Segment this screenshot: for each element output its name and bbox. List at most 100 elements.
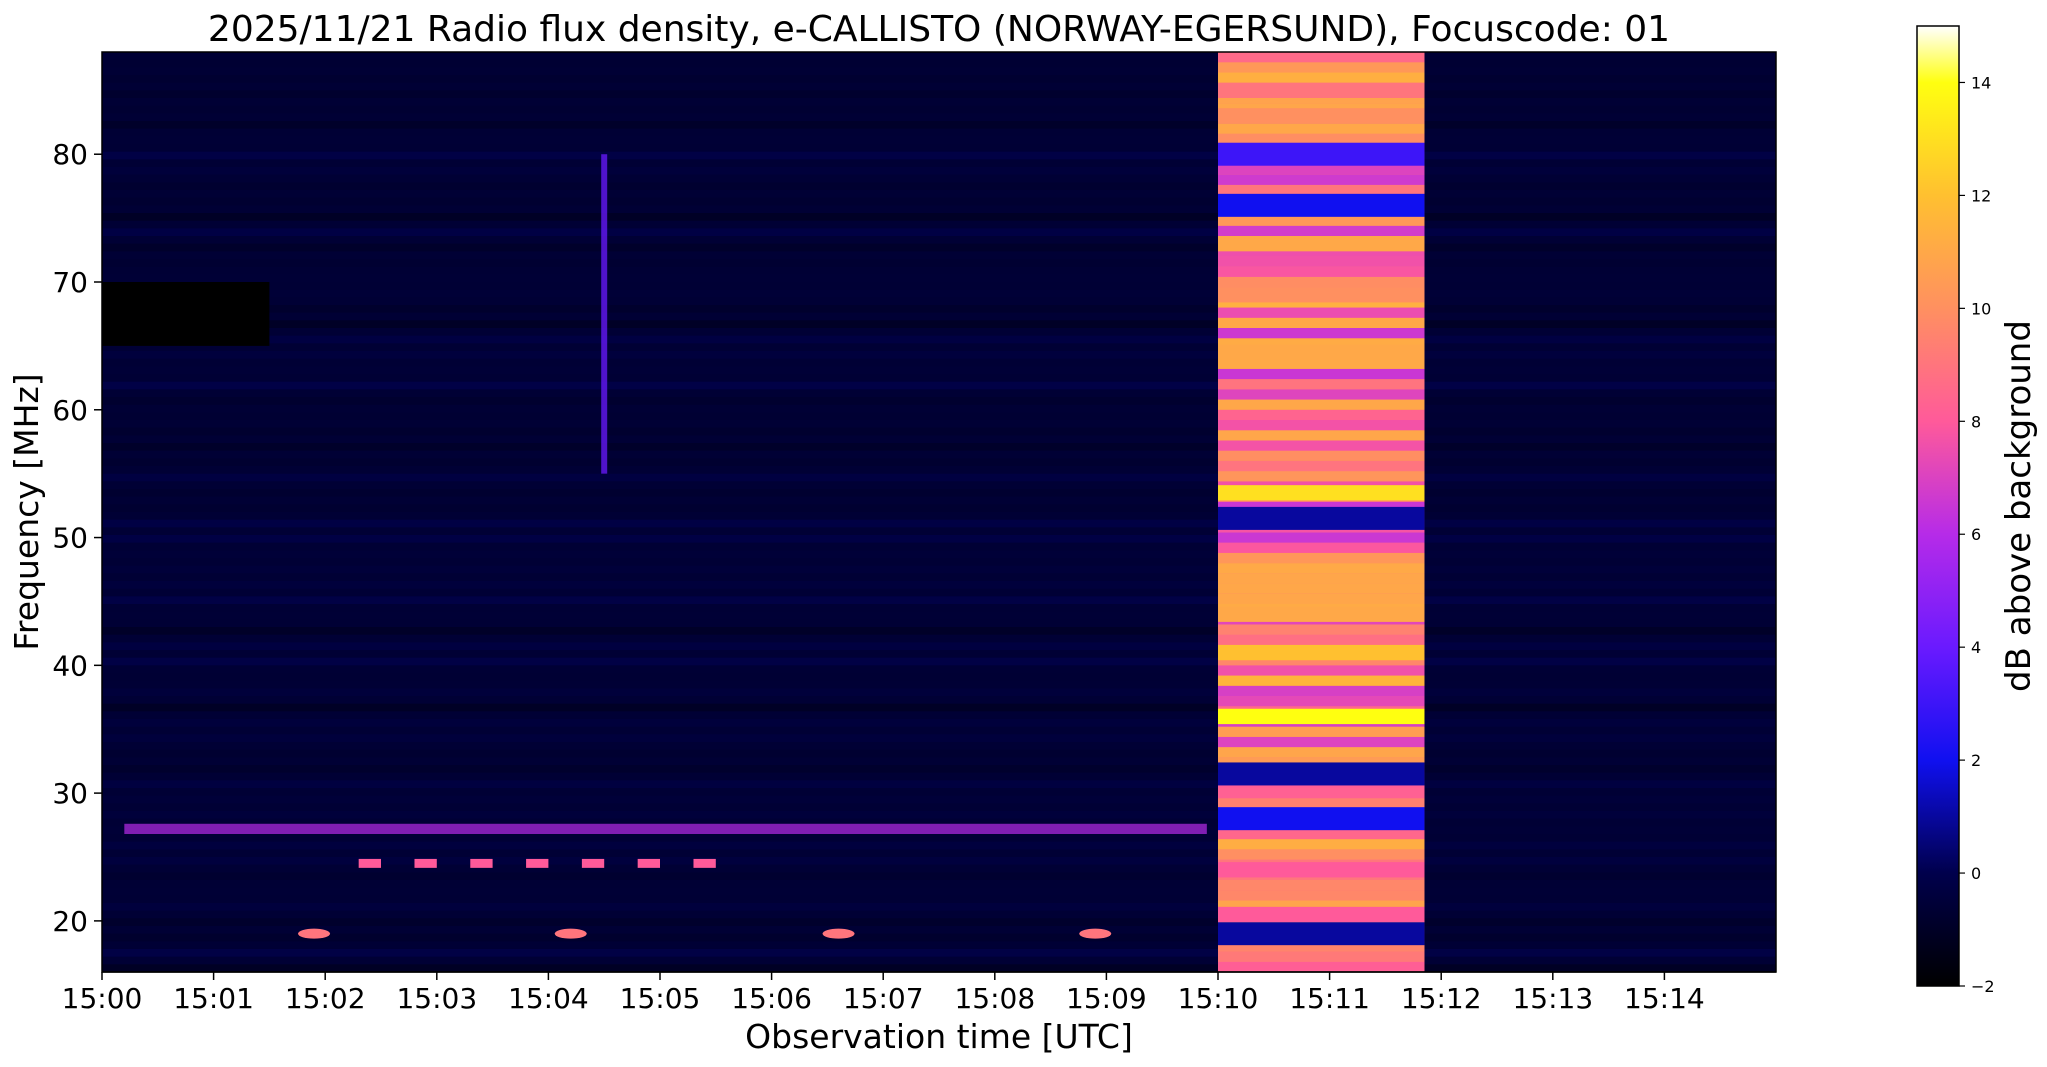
- background-band: [102, 274, 1776, 282]
- background-band: [102, 489, 1776, 497]
- background-band: [102, 795, 1776, 804]
- background-band: [102, 381, 1776, 390]
- y-tick-label: 30: [52, 777, 88, 810]
- y-axis-label: Frequency [MHz]: [7, 373, 46, 650]
- background-band: [102, 857, 1776, 865]
- interference-dash: [358, 858, 381, 868]
- burst-band: [1218, 266, 1425, 277]
- background-band: [102, 473, 1776, 482]
- burst-band: [1218, 409, 1425, 420]
- y-axis: 20 30 40 50 60 70 80: [52, 138, 102, 938]
- spectrogram-plot: [101, 51, 1777, 973]
- burst-band: [1218, 849, 1425, 860]
- background-band: [102, 903, 1776, 911]
- emission-spot: [822, 928, 855, 939]
- burst-band: [1218, 246, 1425, 257]
- burst-band: [1218, 430, 1425, 441]
- background-band: [102, 59, 1776, 68]
- background-band: [102, 320, 1776, 328]
- background-band: [102, 933, 1776, 942]
- burst-band: [1218, 563, 1425, 574]
- burst-bright-line: [1218, 236, 1425, 252]
- burst-band: [1218, 72, 1425, 83]
- colorbar-tick-label: 14: [1971, 73, 1991, 92]
- interference-dash: [581, 858, 605, 868]
- burst-band: [1218, 184, 1425, 196]
- background-band: [102, 964, 1776, 972]
- burst-band: [1218, 358, 1425, 369]
- burst-band: [1218, 338, 1425, 349]
- burst-dark-line: [1218, 506, 1425, 530]
- burst-band: [1218, 164, 1425, 175]
- x-tick-label: 15:12: [1401, 982, 1482, 1015]
- burst-bright-line: [1218, 485, 1425, 501]
- y-tick-label: 70: [52, 266, 88, 299]
- vertical-streak: [601, 154, 608, 474]
- x-tick-label: 15:05: [620, 982, 701, 1015]
- burst-bright-line: [1218, 644, 1425, 661]
- background-band: [102, 581, 1776, 589]
- burst-band: [1218, 900, 1425, 911]
- x-tick-label: 15:03: [396, 982, 477, 1015]
- background-band: [102, 243, 1776, 252]
- background-band: [102, 550, 1776, 558]
- burst-band: [1218, 736, 1425, 748]
- burst-band: [1218, 788, 1425, 799]
- burst-band: [1218, 420, 1425, 431]
- background-band: [102, 458, 1776, 466]
- emission-spot: [554, 928, 587, 939]
- background-band: [102, 121, 1776, 129]
- x-tick-label: 15:14: [1624, 982, 1705, 1015]
- background-band: [102, 366, 1776, 374]
- background-band: [102, 872, 1776, 880]
- burst-band: [1218, 696, 1425, 707]
- burst-band: [1218, 593, 1425, 604]
- burst-band: [1218, 941, 1425, 952]
- burst-bright-line: [1218, 287, 1425, 303]
- background-band: [102, 611, 1776, 620]
- burst-band: [1218, 552, 1425, 564]
- heatmap-layer: [102, 52, 1776, 972]
- colorbar-tick-label: 6: [1971, 525, 1981, 544]
- background-band: [102, 397, 1776, 405]
- background-band: [102, 657, 1776, 666]
- interference-dash: [414, 858, 437, 868]
- burst-band: [1218, 624, 1425, 635]
- background-band: [102, 213, 1776, 221]
- x-tick-label: 15:06: [731, 982, 812, 1015]
- burst-band: [1218, 839, 1425, 850]
- burst-band: [1218, 174, 1425, 185]
- y-tick-label: 60: [52, 394, 88, 427]
- burst-band: [1218, 52, 1425, 63]
- background-band: [102, 335, 1776, 344]
- interference-dash: [526, 858, 549, 868]
- burst-bright-line: [1218, 82, 1425, 98]
- background-band: [102, 596, 1776, 604]
- background-band: [102, 167, 1776, 175]
- burst-band: [1218, 573, 1425, 584]
- background-band: [102, 504, 1776, 512]
- burst-bright-line: [1218, 708, 1425, 725]
- x-tick-label: 15:09: [1066, 982, 1147, 1015]
- background-band: [102, 151, 1776, 160]
- burst-bright-line: [1218, 862, 1425, 878]
- colorbar-label: dB above background: [1999, 320, 2039, 692]
- background-band: [102, 90, 1776, 98]
- burst-band: [1218, 726, 1425, 737]
- burst-band: [1218, 123, 1425, 134]
- interference-line: [124, 823, 1207, 834]
- colorbar-tick-label: 2: [1971, 751, 1981, 770]
- x-axis: 15:00 15:01 15:02 15:03 15:04 15:05 15:06 15:07…: [62, 971, 1776, 1015]
- background-band: [102, 918, 1776, 926]
- burst-bright-line: [1218, 906, 1425, 923]
- x-tick-label: 15:11: [1289, 982, 1370, 1015]
- background-band: [102, 627, 1776, 635]
- burst-band: [1218, 747, 1425, 758]
- burst-band: [1218, 583, 1425, 594]
- colorbar-tick-label: 10: [1971, 299, 1991, 318]
- background-band: [102, 75, 1776, 83]
- burst-band: [1218, 634, 1425, 645]
- colorbar-tick-label: 8: [1971, 412, 1981, 431]
- colorbar-fill: [1916, 25, 1960, 987]
- burst-band: [1218, 675, 1425, 686]
